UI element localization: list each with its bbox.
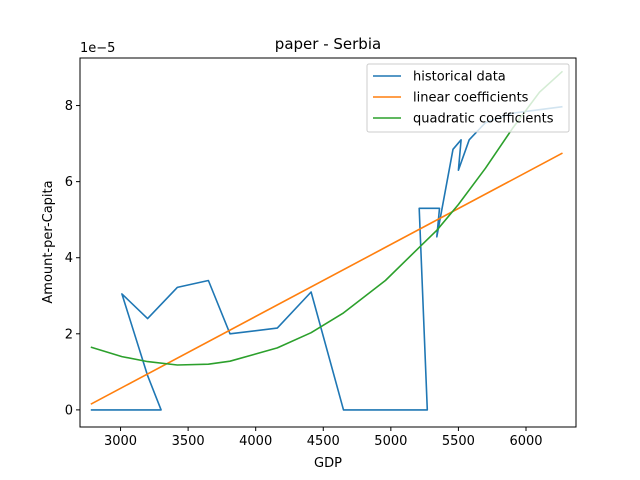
x-tick-label: 4500 (307, 434, 340, 449)
x-axis-ticks: 3000 3500 4000 4500 5000 5500 6000 (104, 427, 543, 449)
y-tick-label: 2 (65, 327, 73, 342)
y-tick-label: 0 (65, 403, 73, 418)
legend-box (366, 63, 570, 133)
y-axis-offset-label: 1e−5 (80, 41, 115, 56)
plot-frame (79, 57, 577, 428)
legend: historical data linear coefficients quadra… (366, 63, 570, 133)
series-layer (90, 70, 564, 411)
series-line-2 (90, 152, 563, 405)
x-tick-label: 4000 (239, 434, 272, 449)
chart-title: paper - Serbia (275, 35, 381, 53)
legend-entry-3: quadratic coefficients (413, 112, 554, 127)
x-tick-label: 3000 (104, 434, 137, 449)
x-axis-label: GDP (314, 456, 342, 471)
x-tick-label: 5000 (374, 434, 407, 449)
series-line-1 (90, 105, 563, 411)
x-tick-label: 5500 (442, 434, 475, 449)
y-tick-label: 6 (65, 175, 73, 190)
series-line-3 (90, 70, 564, 366)
x-tick-label: 3500 (172, 434, 205, 449)
legend-entry-2: linear coefficients (413, 91, 529, 106)
y-axis-ticks: 0 2 4 6 8 (65, 99, 80, 418)
legend-entry-1: historical data (413, 70, 506, 85)
y-axis-label: Amount-per-Capita (41, 180, 56, 303)
y-tick-label: 4 (65, 251, 73, 266)
y-tick-label: 8 (65, 99, 73, 114)
x-tick-label: 6000 (509, 434, 542, 449)
